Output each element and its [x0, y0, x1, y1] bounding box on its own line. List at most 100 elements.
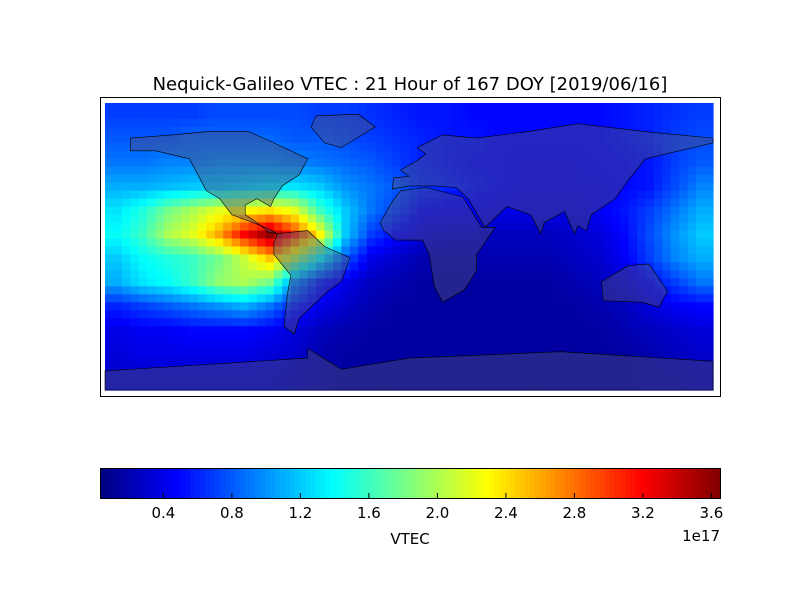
heatmap-cell [409, 142, 419, 152]
heatmap-cell [501, 230, 511, 240]
heatmap-cell [417, 126, 427, 136]
heatmap-cell [197, 182, 207, 192]
heatmap-cell [307, 358, 317, 367]
colorbar-segment [320, 468, 326, 498]
heatmap-cell [687, 262, 697, 272]
heatmap-cell [214, 366, 224, 375]
heatmap-cell [400, 238, 410, 248]
heatmap-cell [324, 310, 334, 319]
heatmap-cell [248, 286, 258, 295]
heatmap-cell [704, 366, 714, 375]
heatmap-cell [155, 358, 165, 367]
heatmap-cell [577, 262, 587, 272]
heatmap-cell [383, 214, 393, 224]
heatmap-cell [214, 246, 224, 256]
heatmap-cell [164, 190, 174, 200]
heatmap-cell [383, 358, 393, 367]
heatmap-cell [603, 358, 613, 367]
heatmap-cell [451, 270, 461, 279]
heatmap-cell [206, 198, 216, 208]
heatmap-cell [333, 222, 343, 232]
heatmap-cell [341, 334, 351, 343]
heatmap-cell [687, 118, 697, 128]
heatmap-cell [459, 326, 469, 335]
colorbar-segment [705, 468, 711, 498]
heatmap-cell [468, 166, 478, 176]
heatmap-cell [375, 318, 385, 327]
heatmap-cell [105, 318, 115, 327]
heatmap-cell [147, 294, 157, 303]
heatmap-cell [510, 366, 520, 375]
heatmap-cell [653, 230, 663, 240]
heatmap-cell [197, 142, 207, 152]
heatmap-cell [603, 318, 613, 327]
heatmap-cell [138, 302, 148, 311]
heatmap-cell [704, 358, 714, 367]
heatmap-cell [105, 103, 115, 112]
heatmap-cell [417, 142, 427, 152]
heatmap-cell [637, 246, 647, 256]
heatmap-cell [442, 166, 452, 176]
heatmap-cell [366, 214, 376, 224]
heatmap-cell [307, 118, 317, 128]
heatmap-cell [172, 126, 182, 136]
heatmap-cell [586, 230, 596, 240]
heatmap-cell [645, 174, 655, 184]
heatmap-cell [611, 270, 621, 279]
heatmap-cell [611, 294, 621, 303]
heatmap-cell [628, 358, 638, 367]
heatmap-cell [459, 350, 469, 359]
heatmap-cell [510, 150, 520, 160]
heatmap-cell [485, 222, 495, 232]
heatmap-cell [485, 126, 495, 136]
heatmap-cell [282, 310, 292, 319]
heatmap-cell [349, 222, 359, 232]
heatmap-cell [569, 334, 579, 343]
heatmap-cell [155, 142, 165, 152]
heatmap-cell [476, 190, 486, 200]
heatmap-cell [324, 198, 334, 208]
heatmap-cell [637, 134, 647, 144]
heatmap-cell [645, 182, 655, 192]
heatmap-cell [290, 342, 300, 351]
heatmap-cell [240, 214, 250, 224]
heatmap-cell [189, 158, 199, 168]
heatmap-cell [105, 270, 115, 279]
heatmap-cell [307, 382, 317, 391]
heatmap-cell [409, 374, 419, 383]
heatmap-cell [155, 238, 165, 248]
heatmap-cell [113, 222, 123, 232]
heatmap-cell [392, 118, 402, 128]
heatmap-cell [425, 278, 435, 287]
heatmap-cell [535, 134, 545, 144]
heatmap-cell [341, 126, 351, 136]
heatmap-cell [138, 118, 148, 128]
heatmap-cell [257, 358, 267, 367]
heatmap-cell [451, 103, 461, 112]
heatmap-cell [620, 254, 630, 264]
heatmap-cell [248, 206, 258, 216]
heatmap-cell [130, 174, 140, 184]
heatmap-cell [375, 166, 385, 176]
heatmap-cell [257, 110, 267, 120]
heatmap-cell [206, 174, 216, 184]
heatmap-cell [400, 262, 410, 272]
heatmap-cell [248, 110, 258, 120]
heatmap-cell [282, 342, 292, 351]
heatmap-cell [586, 262, 596, 272]
heatmap-cell [518, 222, 528, 232]
heatmap-cell [155, 278, 165, 287]
heatmap-cell [130, 318, 140, 327]
heatmap-cell [476, 334, 486, 343]
colorbar-segment [310, 468, 316, 498]
heatmap-cell [181, 254, 191, 264]
heatmap-cell [333, 254, 343, 264]
heatmap-cell [417, 103, 427, 112]
heatmap-cell [366, 326, 376, 335]
heatmap-cell [434, 270, 444, 279]
heatmap-cell [248, 134, 258, 144]
heatmap-cell [425, 214, 435, 224]
colorbar-segment [635, 468, 641, 498]
heatmap-cell [485, 294, 495, 303]
heatmap-cell [113, 270, 123, 279]
